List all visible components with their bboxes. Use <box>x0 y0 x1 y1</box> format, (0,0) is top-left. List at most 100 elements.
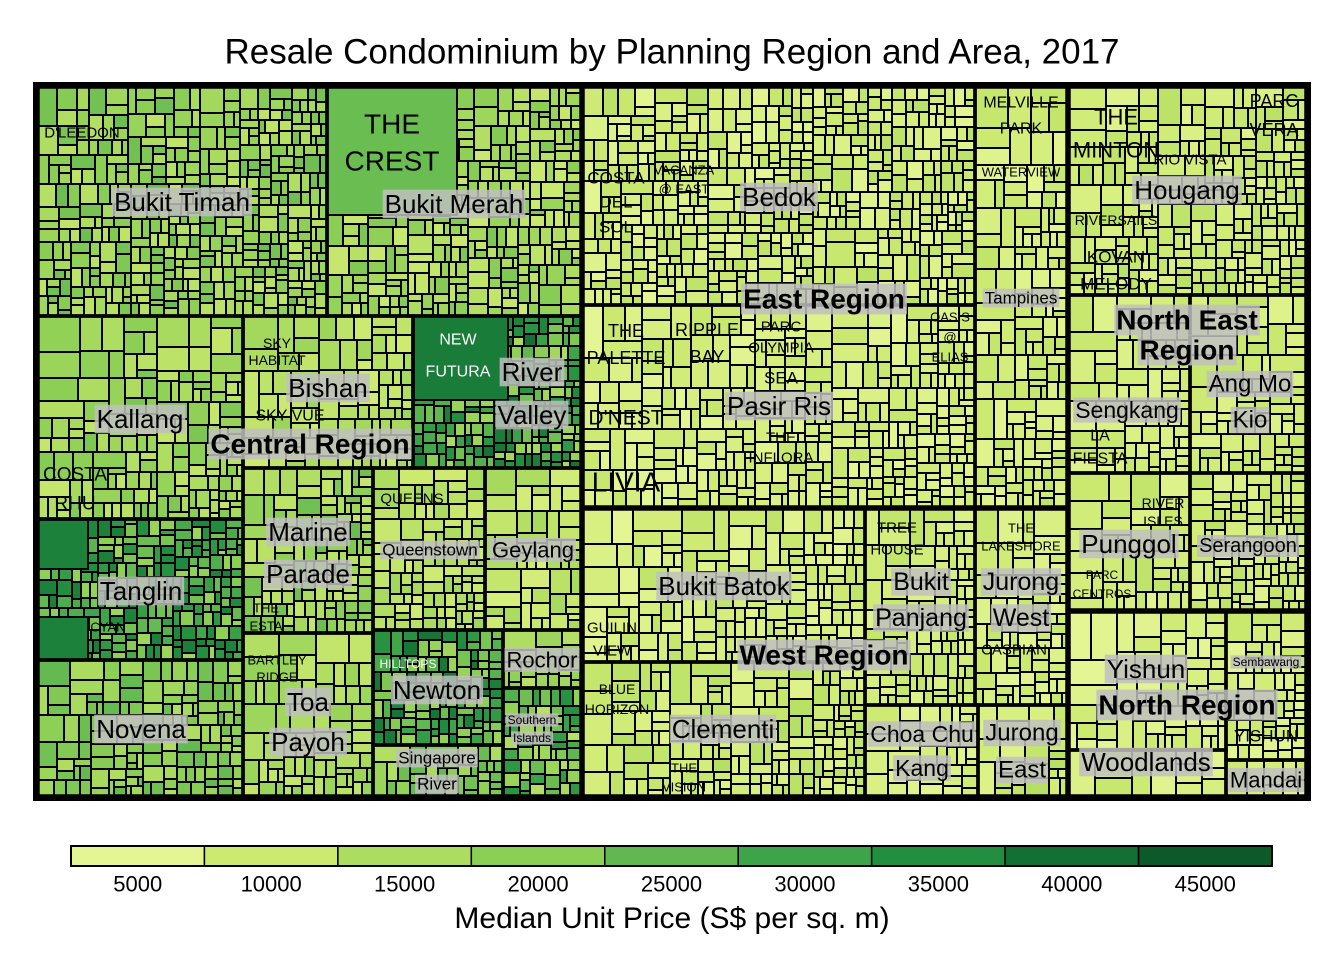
treemap-tile <box>1191 269 1202 284</box>
treemap-tile <box>623 778 638 797</box>
treemap-tile <box>56 770 75 781</box>
treemap-tile <box>1267 323 1287 356</box>
treemap-tile <box>1100 184 1124 206</box>
treemap-tile <box>1228 142 1242 157</box>
treemap-tile <box>145 113 166 128</box>
treemap-tile <box>257 250 271 261</box>
treemap-tile <box>1191 104 1206 126</box>
treemap-tile <box>174 471 190 487</box>
treemap-tile <box>643 237 658 248</box>
treemap-tile <box>551 226 567 243</box>
treemap-tile <box>913 126 924 150</box>
treemap-tile <box>1132 720 1147 751</box>
treemap-tile <box>1270 492 1284 508</box>
treemap-tile <box>553 168 568 183</box>
treemap-tile <box>831 447 849 479</box>
treemap-tile <box>336 495 346 515</box>
treemap-tile <box>1276 225 1290 241</box>
treemap-tile <box>1246 342 1269 356</box>
treemap-tile <box>951 160 964 174</box>
treemap-tile <box>652 744 671 764</box>
treemap-tile <box>715 620 727 638</box>
treemap-tile <box>188 576 205 587</box>
treemap-tile <box>70 267 83 288</box>
treemap-tile <box>693 631 717 643</box>
treemap-tile <box>1191 257 1217 271</box>
treemap-tile <box>867 345 878 363</box>
treemap-tile <box>669 255 682 265</box>
treemap-tile <box>221 245 237 254</box>
treemap-tile <box>217 765 234 780</box>
treemap-tile <box>242 259 259 268</box>
treemap-tile <box>538 116 551 130</box>
treemap-tile <box>164 113 175 138</box>
treemap-tile <box>1240 138 1257 151</box>
treemap-tile <box>707 184 735 200</box>
treemap-tile <box>389 295 400 308</box>
treemap-tile <box>304 600 317 618</box>
treemap-tile <box>99 272 114 288</box>
treemap-tile <box>150 246 165 256</box>
treemap-tile <box>239 144 261 161</box>
treemap-tile <box>156 380 172 403</box>
treemap-tile <box>582 543 618 568</box>
treemap-tile <box>1230 511 1248 522</box>
area-label-tanglin: Tanglin <box>97 576 185 606</box>
treemap-tile <box>1268 585 1284 599</box>
treemap-tile <box>779 548 790 566</box>
treemap-tile <box>1286 689 1296 702</box>
treemap-tile <box>789 142 805 152</box>
treemap-tile <box>179 215 189 225</box>
treemap-tile <box>1190 203 1217 222</box>
treemap-tile <box>679 132 698 144</box>
treemap-tile <box>488 668 504 680</box>
treemap-tile <box>546 510 560 541</box>
treemap-tile <box>195 625 208 640</box>
treemap-tile <box>1253 578 1272 587</box>
treemap-tile <box>188 565 199 578</box>
treemap-tile <box>656 276 669 287</box>
area-label-geylang-text: Geylang <box>492 538 574 563</box>
treemap-tile <box>505 442 516 453</box>
project-label-new-futura-text: FUTURA <box>426 364 491 381</box>
treemap-tile <box>1293 709 1307 719</box>
treemap-tile <box>928 255 943 279</box>
treemap-tile <box>864 773 889 797</box>
treemap-tile <box>400 717 417 728</box>
treemap-tile <box>851 609 866 626</box>
treemap-tile <box>831 327 869 345</box>
treemap-tile <box>707 469 720 492</box>
treemap-tile <box>398 467 435 486</box>
treemap-tile <box>188 315 212 348</box>
treemap-tile <box>398 295 409 308</box>
treemap-tile <box>722 86 741 110</box>
treemap-tile <box>213 298 227 317</box>
treemap-tile <box>844 726 856 738</box>
treemap-tile <box>351 729 374 744</box>
treemap-tile <box>877 267 894 282</box>
treemap-tile <box>358 476 374 488</box>
treemap-tile <box>906 160 924 180</box>
treemap-tile <box>520 587 533 604</box>
area-label-toa-payoh-text: Payoh <box>271 727 345 757</box>
treemap-tile <box>83 286 94 298</box>
treemap-tile <box>890 342 907 367</box>
treemap-tile <box>83 607 101 618</box>
treemap-tile <box>294 756 306 777</box>
treemap-tile <box>378 369 394 386</box>
treemap-tile <box>111 633 127 644</box>
treemap-tile <box>429 708 441 720</box>
treemap-tile <box>891 113 907 128</box>
treemap-tile <box>97 536 116 546</box>
treemap-tile <box>558 675 572 689</box>
treemap-tile <box>1253 672 1276 692</box>
treemap-tile <box>567 365 582 382</box>
treemap-tile <box>461 581 473 594</box>
treemap-tile <box>631 224 645 235</box>
treemap-tile <box>854 252 865 268</box>
treemap-tile <box>544 774 561 790</box>
treemap-tile <box>660 601 675 622</box>
treemap-tile <box>529 140 541 162</box>
treemap-tile <box>1199 457 1209 474</box>
treemap-tile <box>1225 744 1239 761</box>
